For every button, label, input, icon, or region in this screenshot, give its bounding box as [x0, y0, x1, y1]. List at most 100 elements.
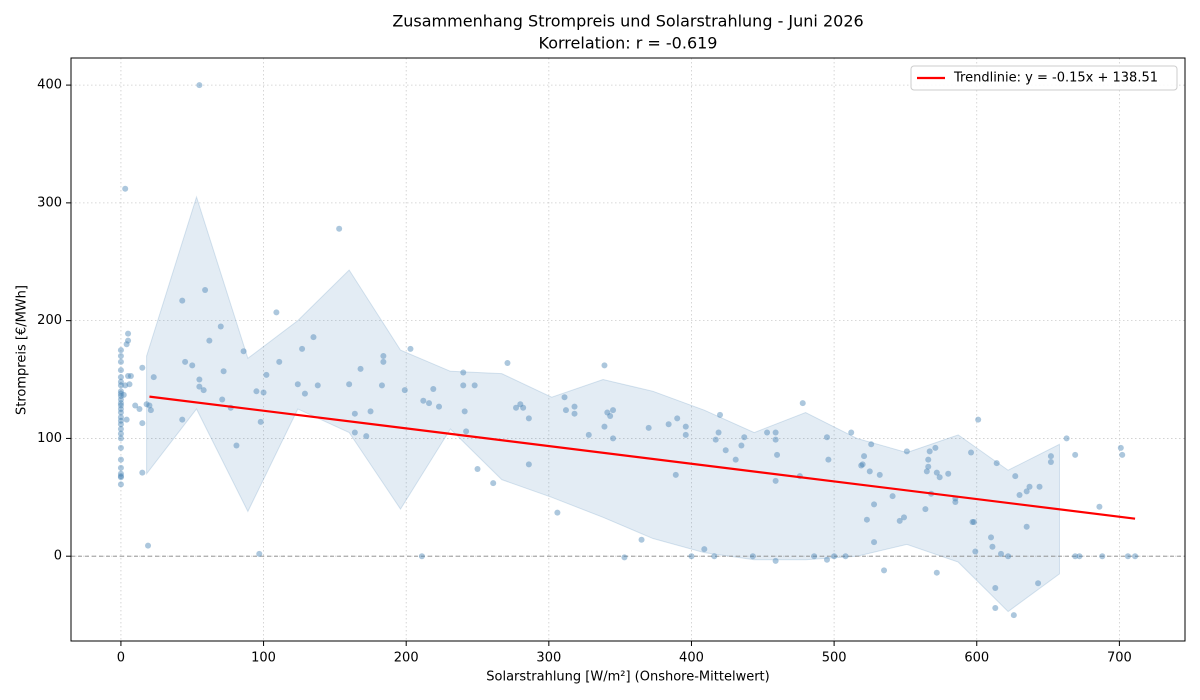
data-point — [490, 480, 497, 487]
data-point — [219, 396, 226, 403]
data-point — [701, 546, 708, 553]
data-point — [517, 401, 524, 408]
data-point — [868, 441, 875, 448]
data-point — [363, 433, 370, 440]
x-axis-label: Solarstrahlung [W/m²] (Onshore-Mittelwer… — [486, 670, 769, 685]
data-point — [610, 407, 617, 414]
data-point — [866, 468, 873, 475]
data-point — [117, 409, 124, 416]
data-point — [1119, 451, 1126, 458]
data-point — [357, 365, 364, 372]
data-point — [1124, 553, 1131, 560]
data-point — [117, 378, 124, 385]
data-point — [117, 474, 124, 481]
data-point — [715, 429, 722, 436]
data-point — [848, 429, 855, 436]
data-point — [712, 436, 719, 443]
data-point — [461, 408, 468, 415]
data-point — [738, 442, 745, 449]
data-point — [562, 407, 569, 414]
y-tick-label: 0 — [54, 549, 62, 564]
data-point — [122, 185, 129, 192]
data-point — [772, 477, 779, 484]
data-point — [876, 471, 883, 478]
data-point — [1026, 483, 1033, 490]
data-point — [117, 382, 124, 389]
data-point — [772, 429, 779, 436]
legend-label: Trendlinie: y = -0.15x + 138.51 — [953, 71, 1158, 86]
data-point — [253, 388, 260, 395]
data-point — [970, 519, 977, 526]
data-point — [117, 414, 124, 421]
data-point — [665, 421, 672, 428]
data-point — [117, 405, 124, 412]
data-point — [926, 448, 933, 455]
x-tick-label: 100 — [251, 651, 276, 666]
data-point — [1047, 453, 1054, 460]
data-point — [314, 382, 321, 389]
data-point — [380, 352, 387, 359]
data-point — [975, 416, 982, 423]
data-point — [263, 371, 270, 378]
data-point — [561, 394, 568, 401]
data-point — [420, 397, 427, 404]
data-point — [688, 553, 695, 560]
data-point — [136, 405, 143, 412]
data-point — [923, 468, 930, 475]
data-point — [772, 557, 779, 564]
y-tick-label: 400 — [37, 78, 62, 93]
data-point — [117, 456, 124, 463]
data-point — [351, 410, 358, 417]
data-point — [922, 506, 929, 513]
data-point — [310, 334, 317, 341]
data-point — [925, 463, 932, 470]
data-point — [717, 411, 724, 418]
data-point — [674, 415, 681, 422]
data-point — [601, 362, 608, 369]
data-point — [764, 429, 771, 436]
data-point — [811, 553, 818, 560]
data-point — [200, 387, 207, 394]
data-point — [179, 297, 186, 304]
data-point — [525, 461, 532, 468]
data-point — [1023, 488, 1030, 495]
data-point — [125, 337, 132, 344]
data-point — [871, 539, 878, 546]
data-point — [380, 358, 387, 365]
data-point — [903, 448, 910, 455]
data-point — [418, 553, 425, 560]
data-point — [336, 225, 343, 232]
data-point — [863, 516, 870, 523]
data-point — [968, 449, 975, 456]
data-point — [732, 456, 739, 463]
data-point — [571, 410, 578, 417]
data-point — [1096, 503, 1103, 510]
data-point — [202, 287, 209, 294]
data-point — [126, 381, 133, 388]
data-point — [861, 453, 868, 460]
data-point — [407, 345, 414, 352]
data-point — [682, 431, 689, 438]
data-point — [945, 470, 952, 477]
data-point — [722, 447, 729, 454]
data-point — [749, 553, 756, 560]
x-tick-label: 600 — [964, 651, 989, 666]
data-point — [117, 421, 124, 428]
data-point — [645, 424, 652, 431]
data-point — [143, 401, 150, 408]
data-point — [513, 404, 520, 411]
data-point — [1099, 553, 1106, 560]
data-point — [1012, 473, 1019, 480]
x-tick-label: 300 — [536, 651, 561, 666]
data-point — [117, 470, 124, 477]
data-point — [1035, 580, 1042, 587]
data-point — [842, 553, 849, 560]
data-point — [1076, 553, 1083, 560]
legend-box — [910, 65, 1178, 91]
data-point — [993, 460, 1000, 467]
data-point — [117, 473, 124, 480]
data-point — [233, 442, 240, 449]
data-point — [430, 385, 437, 392]
data-point — [120, 391, 127, 398]
